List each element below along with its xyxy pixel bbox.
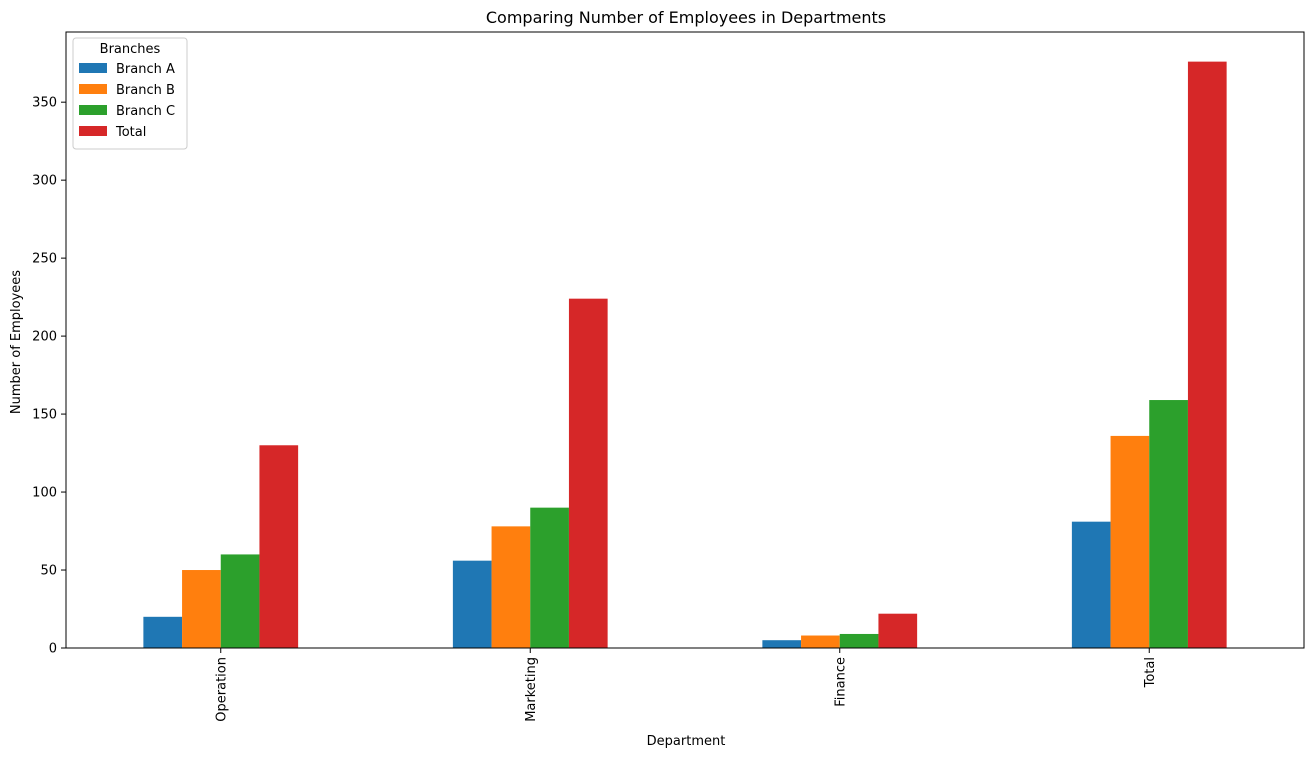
x-axis-label: Department: [647, 734, 726, 749]
y-axis-label: Number of Employees: [9, 270, 24, 414]
y-tick-label: 250: [32, 252, 57, 267]
plot-frame: [65, 31, 1305, 649]
x-tick-label-total: Total: [1143, 657, 1158, 688]
y-tick-label: 350: [32, 96, 57, 111]
legend-label-branch-c: Branch C: [116, 104, 175, 119]
y-tick-label: 100: [32, 486, 57, 501]
bar-total-marketing: [568, 298, 608, 648]
bar-branch-b-operation: [182, 570, 221, 648]
legend-swatch-total: [79, 126, 107, 136]
bar-branch-c-finance: [839, 633, 879, 648]
legend-swatch-branch-c: [79, 105, 107, 115]
legend-label-total: Total: [115, 125, 146, 140]
bars-group: [143, 61, 1227, 648]
y-tick-label: 0: [49, 642, 57, 657]
bar-branch-c-operation: [220, 554, 260, 648]
legend-swatch-branch-b: [79, 84, 107, 94]
legend-title: Branches: [100, 42, 161, 57]
bar-branch-c-marketing: [530, 507, 569, 648]
bar-branch-a-operation: [143, 616, 183, 648]
bar-branch-a-finance: [762, 640, 802, 648]
x-tick-label-finance: Finance: [833, 657, 848, 707]
y-tick-label: 200: [32, 330, 57, 345]
y-tick-label: 50: [40, 564, 57, 579]
legend: Branches Branch A Branch B Branch C Total: [72, 37, 188, 150]
bar-branch-a-marketing: [452, 560, 492, 648]
bar-branch-b-finance: [801, 635, 840, 648]
bar-total-finance: [878, 613, 918, 648]
x-axis-ticks: Operation Marketing Finance Total: [214, 648, 1158, 722]
bar-total-total: [1187, 61, 1227, 648]
legend-swatch-branch-a: [79, 63, 107, 73]
x-tick-label-operation: Operation: [214, 657, 229, 722]
bar-branch-a-total: [1071, 521, 1111, 648]
y-tick-label: 150: [32, 408, 57, 423]
chart-title: Comparing Number of Employees in Departm…: [486, 8, 886, 27]
bar-total-operation: [259, 445, 299, 648]
bar-branch-c-total: [1149, 400, 1188, 648]
legend-label-branch-b: Branch B: [116, 83, 175, 98]
bar-branch-b-marketing: [491, 526, 531, 648]
x-tick-label-marketing: Marketing: [524, 657, 539, 722]
legend-label-branch-a: Branch A: [116, 62, 175, 77]
bar-branch-b-total: [1110, 435, 1150, 648]
y-axis-ticks: 0 50 100 150 200 250 300 350: [32, 96, 66, 657]
y-tick-label: 300: [32, 174, 57, 189]
